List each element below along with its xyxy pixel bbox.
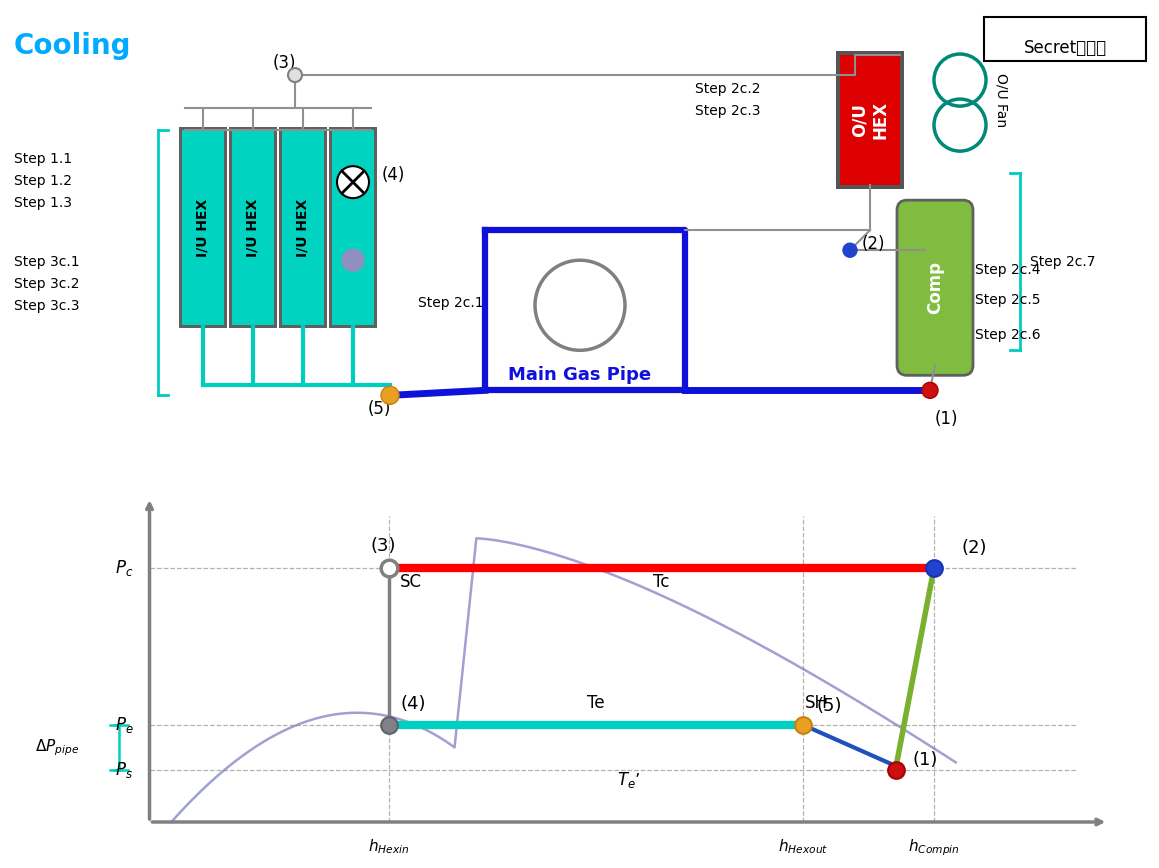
Circle shape (337, 166, 369, 198)
FancyBboxPatch shape (331, 130, 374, 326)
Text: Step 1.1: Step 1.1 (14, 152, 72, 166)
Text: Step 2c.5: Step 2c.5 (975, 293, 1041, 307)
FancyBboxPatch shape (282, 130, 325, 326)
Text: O/U Fan: O/U Fan (994, 73, 1009, 127)
Text: O/U
HEX: O/U HEX (851, 101, 889, 139)
Text: (2): (2) (961, 539, 986, 557)
Circle shape (843, 243, 857, 257)
Text: $h_{Hexout}$: $h_{Hexout}$ (778, 837, 829, 856)
Text: SH: SH (806, 694, 829, 712)
FancyBboxPatch shape (897, 201, 974, 375)
FancyBboxPatch shape (329, 127, 377, 328)
Text: Step 1.3: Step 1.3 (14, 196, 72, 210)
Text: (4): (4) (400, 695, 425, 713)
Text: $P_s$: $P_s$ (116, 760, 133, 779)
FancyBboxPatch shape (178, 127, 227, 328)
FancyBboxPatch shape (182, 130, 224, 326)
Text: Step 2c.7: Step 2c.7 (1030, 254, 1095, 269)
Text: $h_{Hexin}$: $h_{Hexin}$ (369, 837, 410, 856)
Text: (2): (2) (862, 235, 885, 253)
Text: I/U HEX: I/U HEX (196, 199, 210, 257)
Circle shape (342, 249, 364, 271)
Text: $P_e$: $P_e$ (115, 715, 133, 735)
Text: Cooling: Cooling (14, 32, 131, 60)
Text: SC: SC (400, 573, 422, 591)
Text: Step 3c.2: Step 3c.2 (14, 277, 80, 292)
FancyBboxPatch shape (840, 55, 901, 185)
Text: $T_e$’: $T_e$’ (617, 770, 641, 790)
Text: Step 2c.6: Step 2c.6 (975, 328, 1041, 342)
Text: Main Gas Pipe: Main Gas Pipe (509, 366, 651, 385)
Text: Step 3c.3: Step 3c.3 (14, 299, 80, 313)
FancyBboxPatch shape (984, 17, 1146, 61)
Text: $\Delta P_{pipe}$: $\Delta P_{pipe}$ (35, 737, 79, 758)
Text: (3): (3) (371, 537, 396, 556)
Text: I/U HEX: I/U HEX (246, 199, 260, 257)
Text: (4): (4) (382, 166, 406, 184)
Text: Step 2c.1: Step 2c.1 (418, 296, 484, 310)
FancyBboxPatch shape (232, 130, 274, 326)
Text: Step 3c.1: Step 3c.1 (14, 255, 80, 269)
Text: Step 2c.2
Step 2c.3: Step 2c.2 Step 2c.3 (695, 82, 760, 119)
Text: (1): (1) (912, 752, 938, 769)
Circle shape (381, 386, 399, 404)
Text: (5): (5) (369, 400, 392, 418)
Text: I/U HEX: I/U HEX (296, 199, 309, 257)
Text: Secret（秘）: Secret（秘） (1023, 39, 1107, 57)
FancyBboxPatch shape (279, 127, 327, 328)
Text: Step 2c.4: Step 2c.4 (975, 263, 1041, 277)
Text: (3): (3) (274, 54, 297, 72)
Text: Te: Te (588, 694, 605, 712)
FancyBboxPatch shape (836, 51, 904, 189)
Circle shape (287, 68, 302, 82)
Text: $h_{Compin}$: $h_{Compin}$ (907, 837, 960, 858)
Text: Step 1.2: Step 1.2 (14, 174, 72, 188)
Circle shape (923, 382, 938, 398)
Text: (1): (1) (935, 411, 958, 428)
Text: (5): (5) (816, 697, 841, 714)
Text: Tc: Tc (654, 573, 670, 591)
Text: $P_c$: $P_c$ (115, 558, 133, 578)
FancyBboxPatch shape (229, 127, 277, 328)
Text: Comp: Comp (926, 261, 943, 314)
